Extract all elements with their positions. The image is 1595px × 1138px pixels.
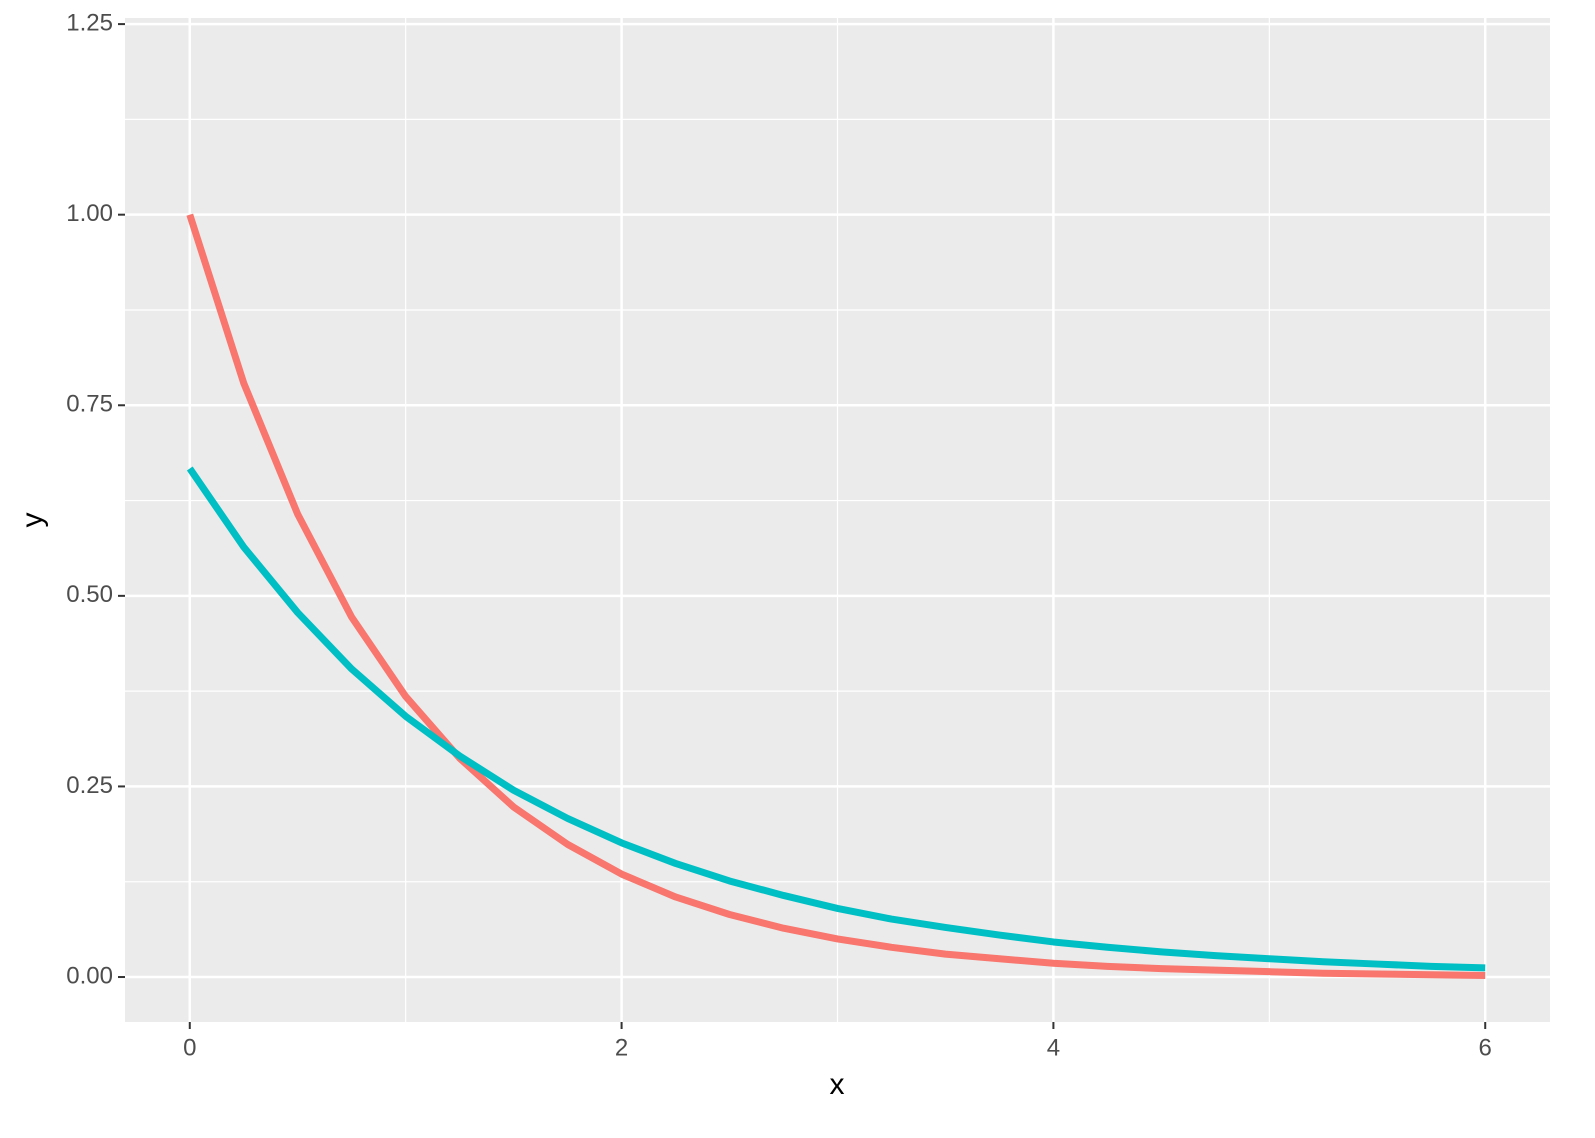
y-tick-label: 0.75: [66, 391, 113, 418]
line-series: [186, 213, 1486, 979]
x-tick-label: 4: [1047, 1034, 1060, 1061]
line-series: [186, 466, 1486, 972]
y-axis-title: y: [16, 513, 49, 528]
x-axis-title: x: [830, 1068, 845, 1101]
x-tick-label: 0: [183, 1034, 196, 1061]
y-tick-label: 1.25: [66, 9, 113, 36]
x-tick-label: 2: [615, 1034, 628, 1061]
y-tick-label: 0.25: [66, 772, 113, 799]
y-tick-label: 1.00: [66, 200, 113, 227]
x-tick-label: 6: [1479, 1034, 1492, 1061]
y-tick-label: 0.00: [66, 962, 113, 989]
y-tick-label: 0.50: [66, 581, 113, 608]
